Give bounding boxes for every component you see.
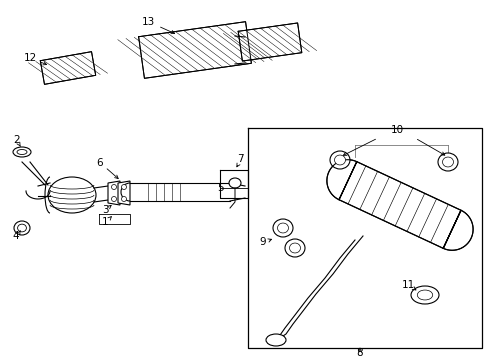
Ellipse shape <box>265 334 285 346</box>
Ellipse shape <box>416 290 432 300</box>
Polygon shape <box>40 52 96 84</box>
Ellipse shape <box>13 147 31 157</box>
Polygon shape <box>138 22 251 78</box>
Ellipse shape <box>410 286 438 304</box>
Text: 6: 6 <box>97 158 103 168</box>
Text: 4: 4 <box>13 231 19 241</box>
Circle shape <box>111 184 116 189</box>
Text: 7: 7 <box>236 154 243 164</box>
Ellipse shape <box>329 151 349 169</box>
Ellipse shape <box>14 221 30 235</box>
Text: 3: 3 <box>102 205 108 215</box>
Text: 8: 8 <box>356 348 363 358</box>
Ellipse shape <box>277 223 288 233</box>
Ellipse shape <box>289 243 300 253</box>
Text: 9: 9 <box>259 237 266 247</box>
Ellipse shape <box>48 177 96 213</box>
Circle shape <box>121 197 126 202</box>
Text: 13: 13 <box>141 17 154 27</box>
Text: 12: 12 <box>23 53 37 63</box>
Text: 5: 5 <box>216 183 223 193</box>
Polygon shape <box>326 160 472 250</box>
Circle shape <box>121 184 126 189</box>
Ellipse shape <box>18 224 26 232</box>
Polygon shape <box>238 23 301 61</box>
Text: 1: 1 <box>102 217 108 227</box>
Text: 10: 10 <box>389 125 403 135</box>
Ellipse shape <box>442 157 452 167</box>
Text: 11: 11 <box>401 280 414 290</box>
Polygon shape <box>108 181 120 205</box>
Ellipse shape <box>285 239 305 257</box>
Circle shape <box>111 197 116 202</box>
Polygon shape <box>118 181 130 205</box>
Ellipse shape <box>272 219 292 237</box>
Ellipse shape <box>228 178 241 188</box>
Text: 2: 2 <box>14 135 20 145</box>
Ellipse shape <box>334 155 345 165</box>
Ellipse shape <box>17 149 27 154</box>
Ellipse shape <box>437 153 457 171</box>
